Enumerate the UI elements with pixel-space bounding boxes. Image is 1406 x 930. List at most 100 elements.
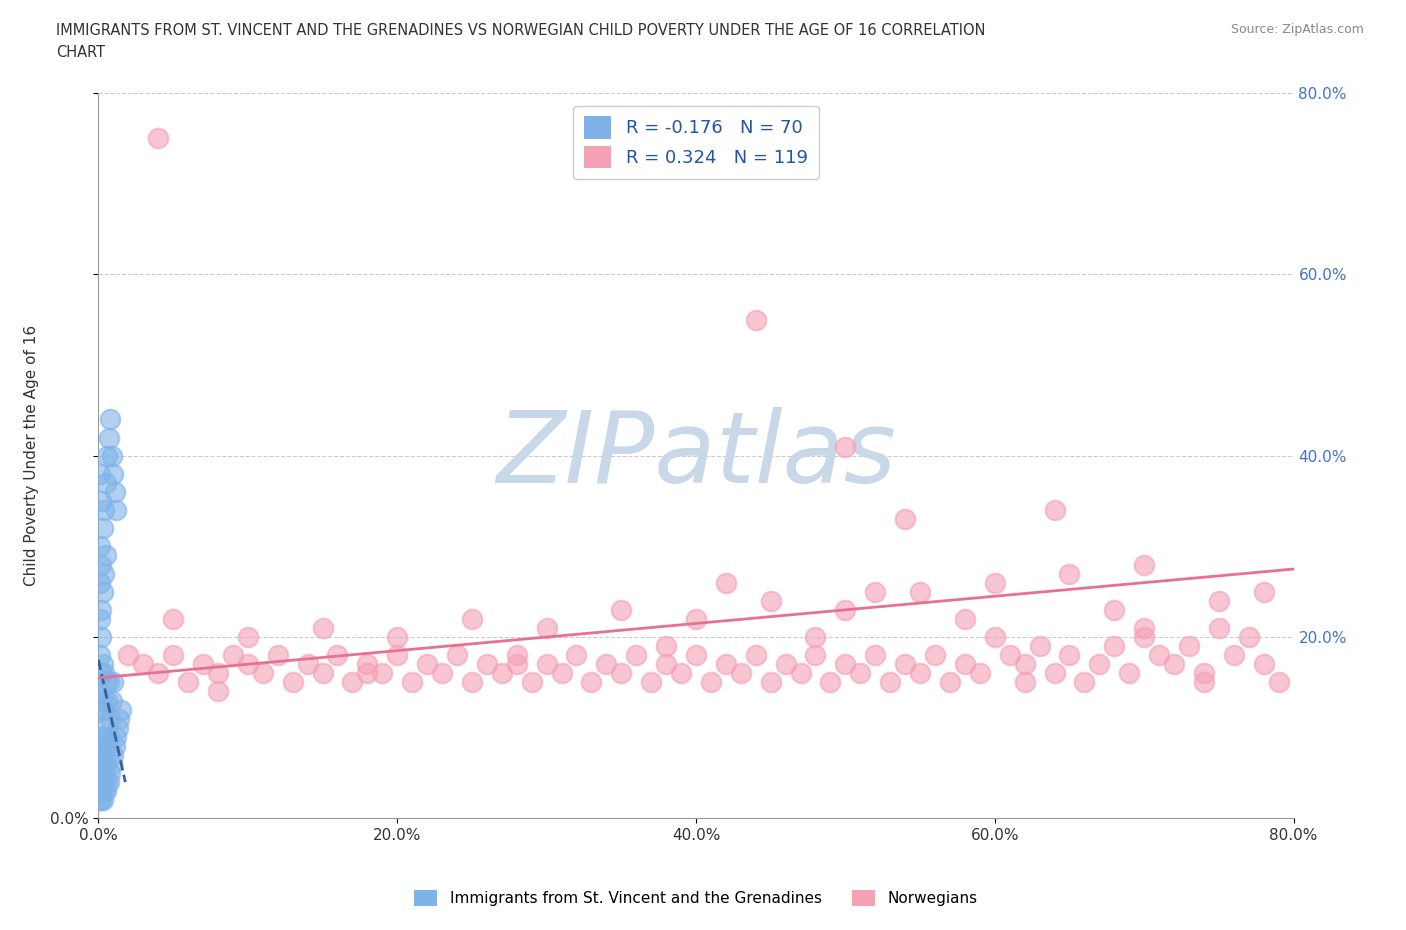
Point: [96, 693, 118, 708]
Point: [908, 584, 931, 599]
Point: [998, 648, 1021, 663]
Point: [89, 765, 111, 780]
Point: [879, 675, 901, 690]
Point: [207, 684, 229, 699]
Point: [581, 675, 603, 690]
Point: [595, 657, 617, 671]
Point: [640, 675, 662, 690]
Point: [89, 684, 111, 699]
Point: [1223, 648, 1246, 663]
Point: [96, 738, 118, 753]
Point: [1028, 639, 1050, 654]
Point: [93, 702, 115, 717]
Point: [865, 648, 887, 663]
Point: [669, 666, 692, 681]
Point: [730, 666, 752, 681]
Point: [93, 765, 115, 780]
Point: [536, 620, 558, 635]
Point: [105, 502, 128, 517]
Point: [550, 666, 572, 681]
Point: [90, 702, 112, 717]
Point: [98, 711, 122, 726]
Point: [91, 775, 114, 790]
Point: [252, 666, 274, 681]
Point: [626, 648, 648, 663]
Point: [1118, 666, 1140, 681]
Point: [93, 738, 115, 753]
Point: [1237, 630, 1260, 644]
Point: [91, 657, 114, 671]
Point: [177, 675, 200, 690]
Point: [1133, 630, 1156, 644]
Point: [97, 675, 120, 690]
Point: [89, 775, 111, 790]
Point: [101, 693, 124, 708]
Point: [1043, 502, 1066, 517]
Point: [1073, 675, 1095, 690]
Point: [520, 675, 543, 690]
Point: [91, 757, 114, 772]
Point: [108, 711, 131, 726]
Point: [1163, 657, 1185, 671]
Point: [953, 657, 976, 671]
Point: [117, 648, 139, 663]
Point: [939, 675, 962, 690]
Point: [104, 738, 127, 753]
Point: [1088, 657, 1111, 671]
Point: [804, 630, 827, 644]
Legend: Immigrants from St. Vincent and the Grenadines, Norwegians: Immigrants from St. Vincent and the Gren…: [408, 884, 984, 912]
Point: [894, 657, 917, 671]
Text: CHART: CHART: [56, 45, 105, 60]
Point: [97, 729, 120, 744]
Point: [267, 648, 290, 663]
Point: [356, 666, 378, 681]
Point: [89, 784, 111, 799]
Point: [101, 757, 124, 772]
Point: [969, 666, 991, 681]
Point: [1043, 666, 1066, 681]
Point: [1104, 603, 1126, 618]
Point: [356, 657, 378, 671]
Point: [610, 603, 633, 618]
Point: [834, 657, 856, 671]
Point: [148, 131, 170, 146]
Point: [101, 448, 124, 463]
Point: [416, 657, 439, 671]
Point: [97, 430, 120, 445]
Point: [93, 566, 115, 581]
Point: [91, 693, 114, 708]
Point: [90, 630, 112, 644]
Point: [1192, 675, 1215, 690]
Point: [610, 666, 633, 681]
Point: [326, 648, 349, 663]
Point: [745, 312, 768, 327]
Point: [281, 675, 304, 690]
Point: [1104, 639, 1126, 654]
Point: [834, 603, 856, 618]
Point: [103, 467, 125, 482]
Point: [865, 584, 887, 599]
Point: [1014, 675, 1036, 690]
Point: [103, 675, 125, 690]
Point: [89, 575, 111, 591]
Point: [93, 784, 115, 799]
Text: ZIPatlas: ZIPatlas: [496, 407, 896, 504]
Point: [385, 630, 409, 644]
Point: [984, 575, 1007, 591]
Point: [849, 666, 872, 681]
Point: [94, 548, 117, 563]
Point: [98, 765, 122, 780]
Point: [371, 666, 394, 681]
Point: [1253, 657, 1275, 671]
Point: [105, 729, 128, 744]
Point: [94, 675, 117, 690]
Point: [94, 720, 117, 735]
Point: [536, 657, 558, 671]
Point: [1059, 566, 1081, 581]
Point: [311, 666, 333, 681]
Point: [148, 666, 170, 681]
Point: [804, 648, 827, 663]
Point: [94, 475, 117, 490]
Point: [162, 648, 184, 663]
Point: [714, 575, 737, 591]
